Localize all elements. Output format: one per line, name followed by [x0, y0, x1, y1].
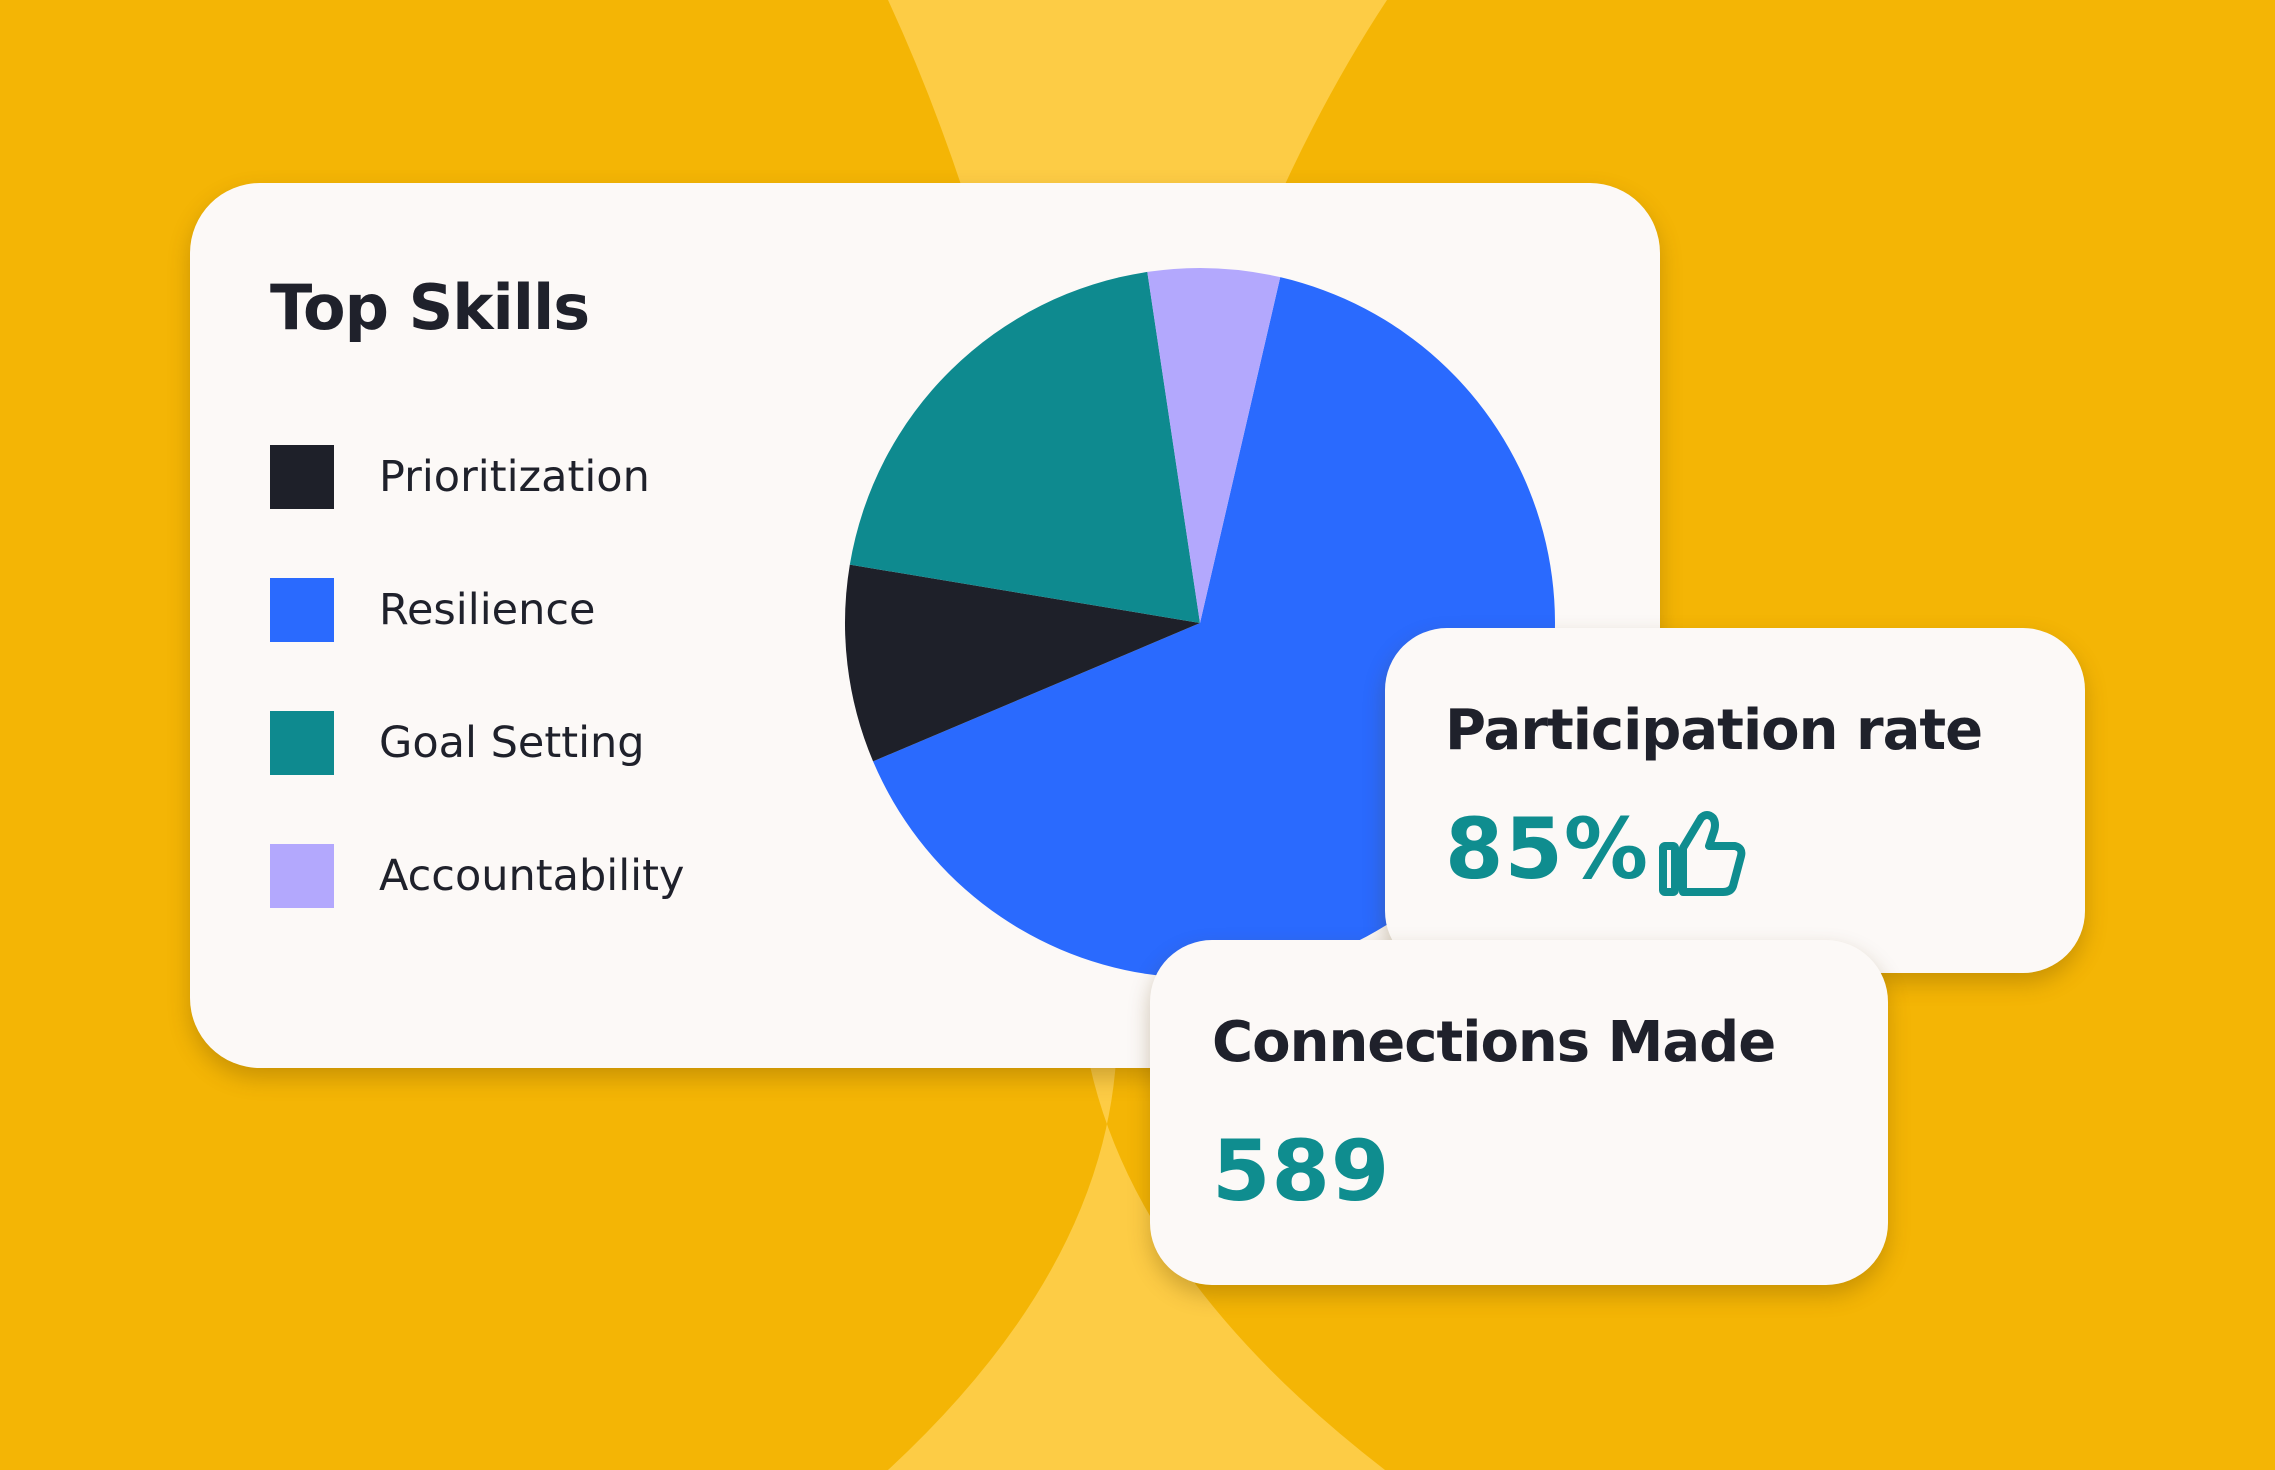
legend-item-prioritization: Prioritization [270, 445, 650, 509]
pie-slice-goal-setting [849, 271, 1200, 623]
legend-swatch [270, 844, 334, 908]
connections-made-title: Connections Made [1212, 1010, 1776, 1075]
legend-item-accountability: Accountability [270, 844, 684, 908]
participation-rate-title: Participation rate [1445, 698, 1983, 763]
participation-rate-card: Participation rate 85% [1385, 628, 2085, 973]
thumbs-up-icon [1659, 811, 1746, 896]
participation-rate-value: 85% [1445, 800, 1650, 898]
legend-item-resilience: Resilience [270, 578, 595, 642]
legend-label: Accountability [379, 851, 685, 901]
connections-made-card: Connections Made 589 [1150, 940, 1888, 1285]
pie-slice-resilience [873, 277, 1555, 978]
legend-label: Resilience [379, 585, 596, 635]
legend-swatch [270, 445, 334, 509]
legend-label: Goal Setting [379, 718, 645, 768]
legend-swatch [270, 711, 334, 775]
pie-slice-accountability [1147, 268, 1281, 623]
pie-slice-prioritization [844, 564, 1200, 762]
connections-made-value: 589 [1212, 1122, 1391, 1220]
legend-label: Prioritization [379, 452, 650, 502]
skills-pie-chart [844, 268, 1555, 978]
top-skills-title: Top Skills [270, 271, 590, 344]
legend-item-goal-setting: Goal Setting [270, 711, 645, 775]
legend-swatch [270, 578, 334, 642]
